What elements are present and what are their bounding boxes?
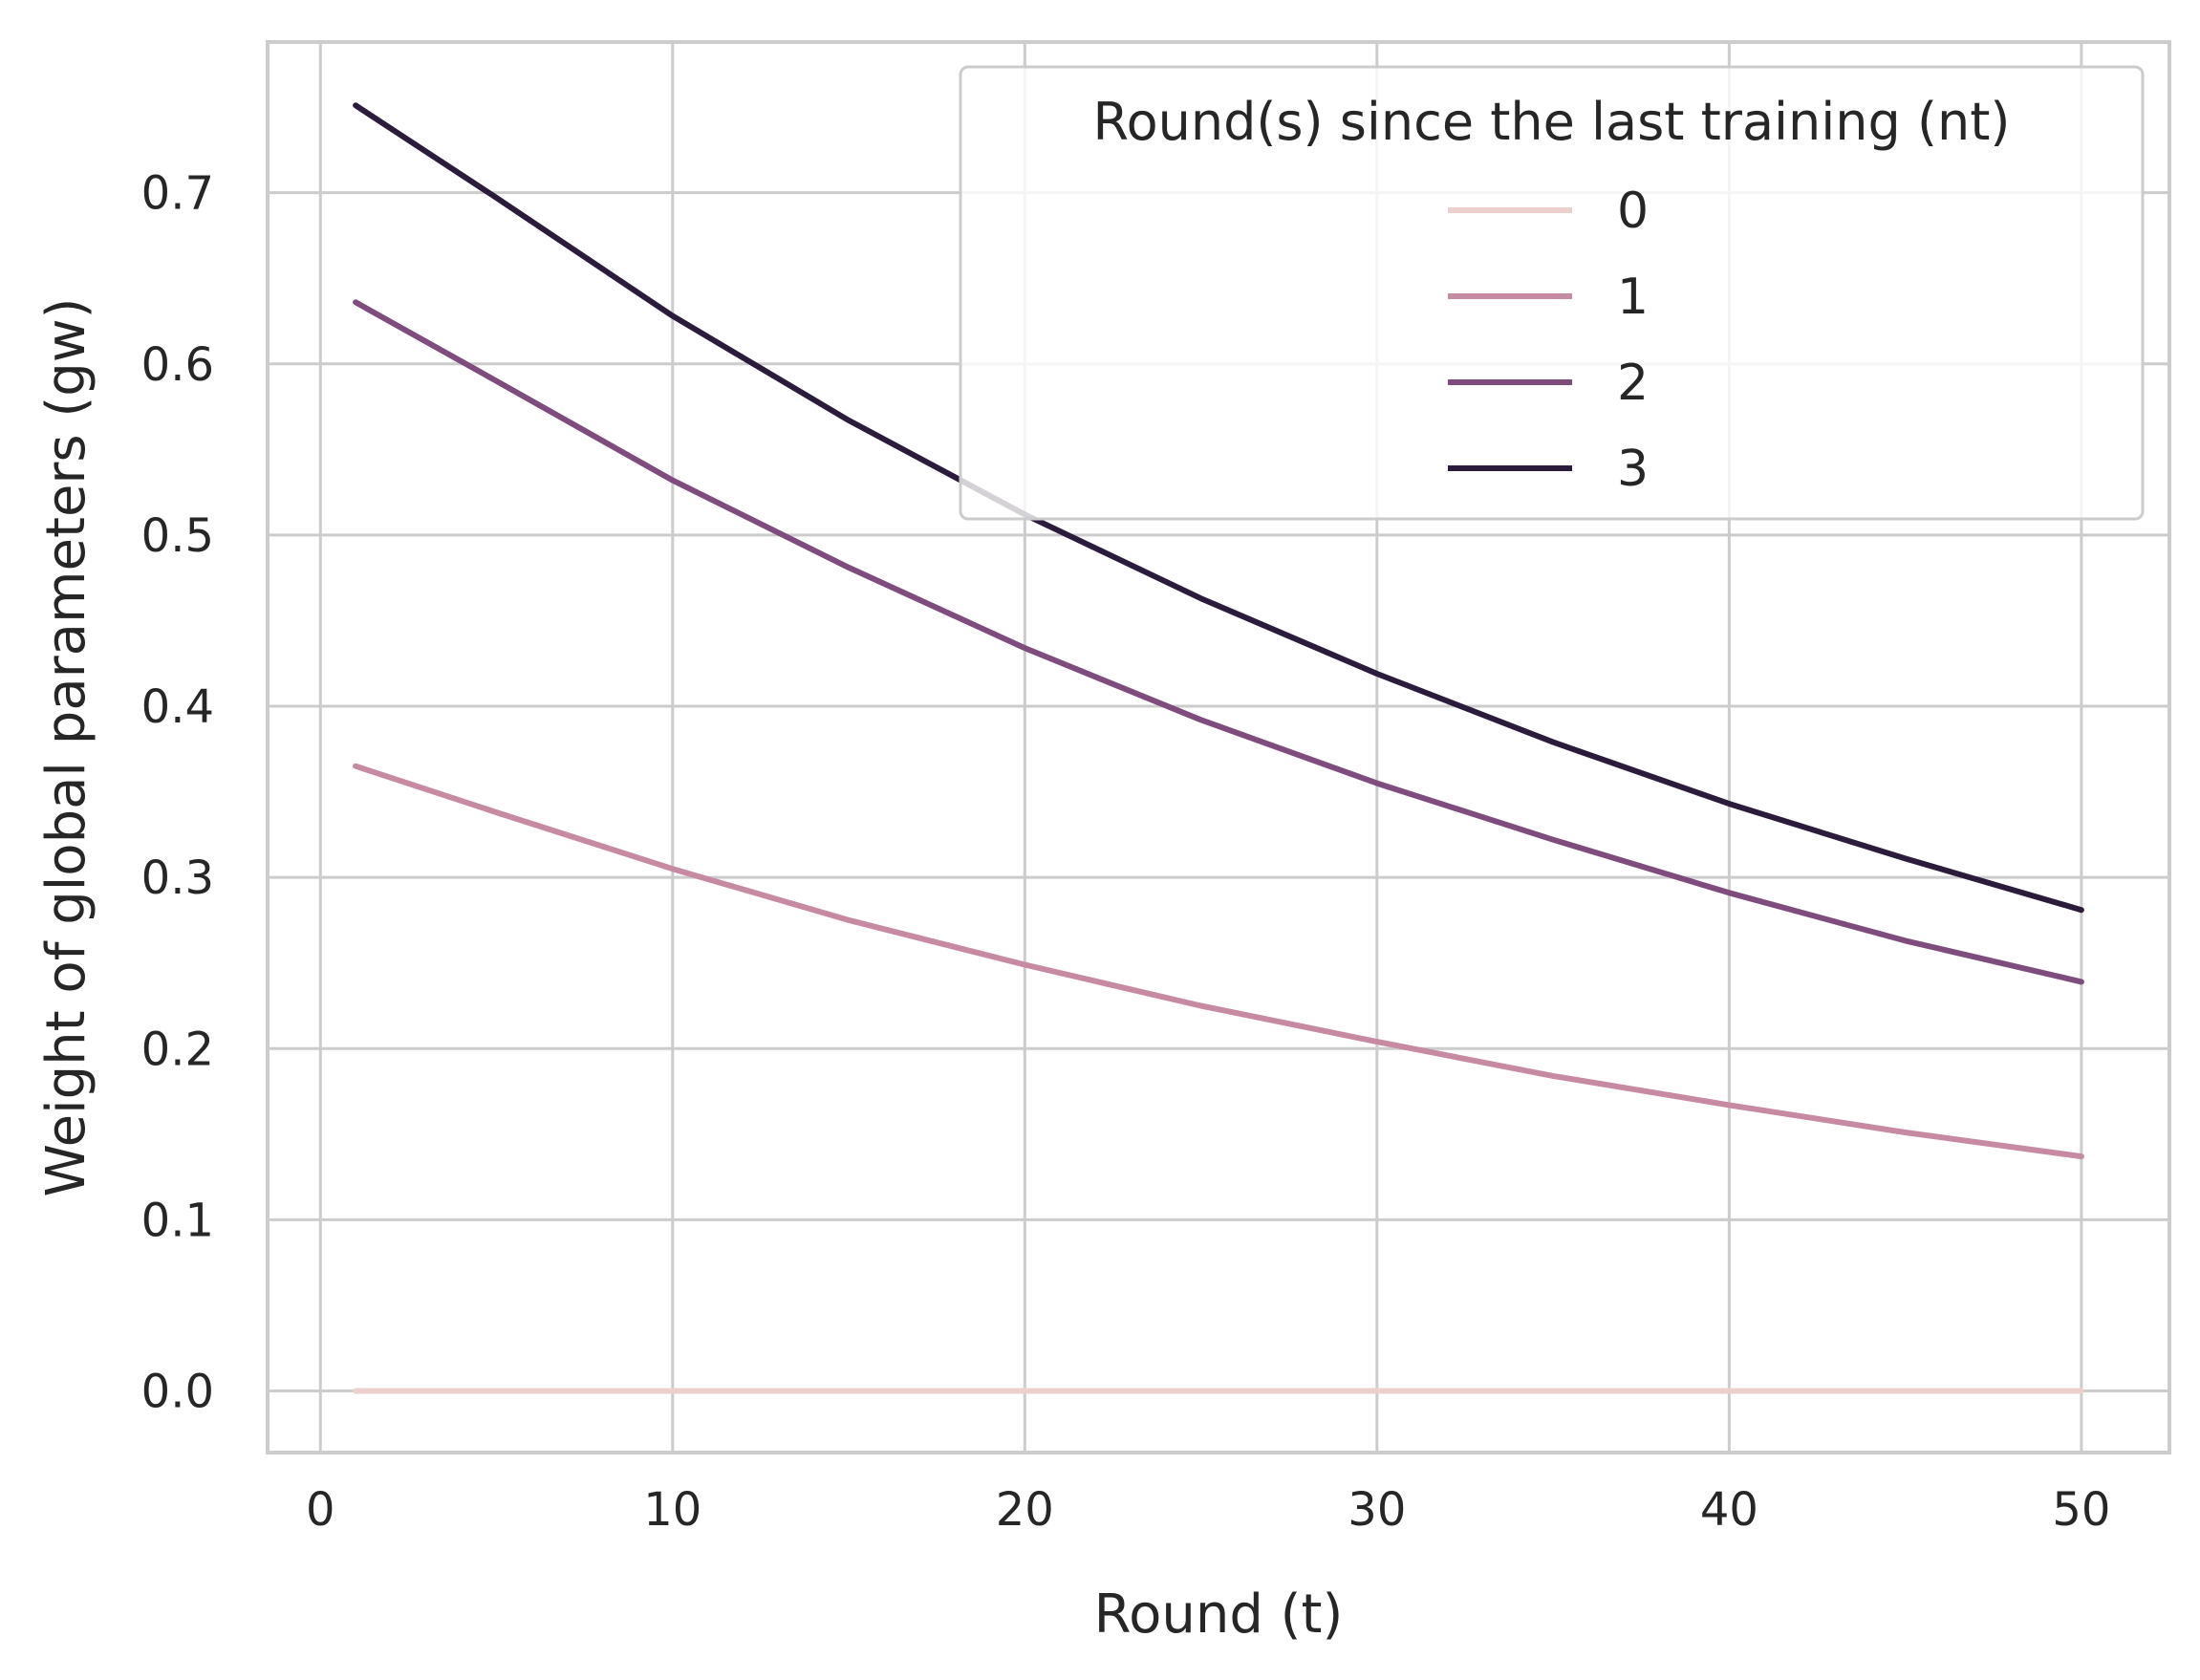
y-tick-label: 0.3 — [141, 851, 214, 905]
y-tick-label: 0.6 — [141, 338, 214, 392]
legend-label-3: 3 — [1617, 441, 1649, 498]
y-tick-label: 0.7 — [141, 167, 214, 221]
legend-label-1: 1 — [1617, 269, 1649, 326]
y-tick-label: 0.5 — [141, 509, 214, 563]
x-tick-label: 20 — [996, 1483, 1054, 1537]
y-tick-label: 0.1 — [141, 1194, 214, 1247]
x-tick-labels: 0 10 20 30 40 50 — [306, 1483, 2110, 1537]
legend: Round(s) since the last training (nt) 0 1… — [959, 65, 2145, 521]
y-axis-label: Weight of global parameters (gw) — [35, 298, 97, 1197]
legend-box — [959, 65, 2145, 521]
plot-frame — [266, 40, 2171, 1454]
series-line-3 — [353, 102, 2084, 914]
x-tick-label: 40 — [1700, 1483, 1758, 1537]
y-tick-labels: 0.0 0.1 0.2 0.3 0.4 0.5 0.6 0.7 — [141, 167, 214, 1419]
x-axis-label: Round (t) — [1094, 1583, 1344, 1646]
x-tick-label: 10 — [643, 1483, 701, 1537]
legend-label-0: 0 — [1617, 183, 1649, 240]
y-tick-label: 0.4 — [141, 680, 214, 734]
series-lines — [353, 102, 2084, 1394]
legend-label-2: 2 — [1617, 355, 1649, 412]
y-tick-label: 0.2 — [141, 1023, 214, 1076]
series-line-2 — [353, 299, 2084, 985]
y-tick-label: 0.0 — [141, 1366, 214, 1419]
x-tick-label: 30 — [1348, 1483, 1406, 1537]
x-tick-label: 50 — [2052, 1483, 2110, 1537]
legend-title: Round(s) since the last training (nt) — [1093, 92, 2011, 152]
x-tick-label: 0 — [306, 1483, 335, 1537]
legend-items: 0 1 2 3 — [1448, 183, 1649, 498]
series-line-1 — [353, 763, 2084, 1160]
